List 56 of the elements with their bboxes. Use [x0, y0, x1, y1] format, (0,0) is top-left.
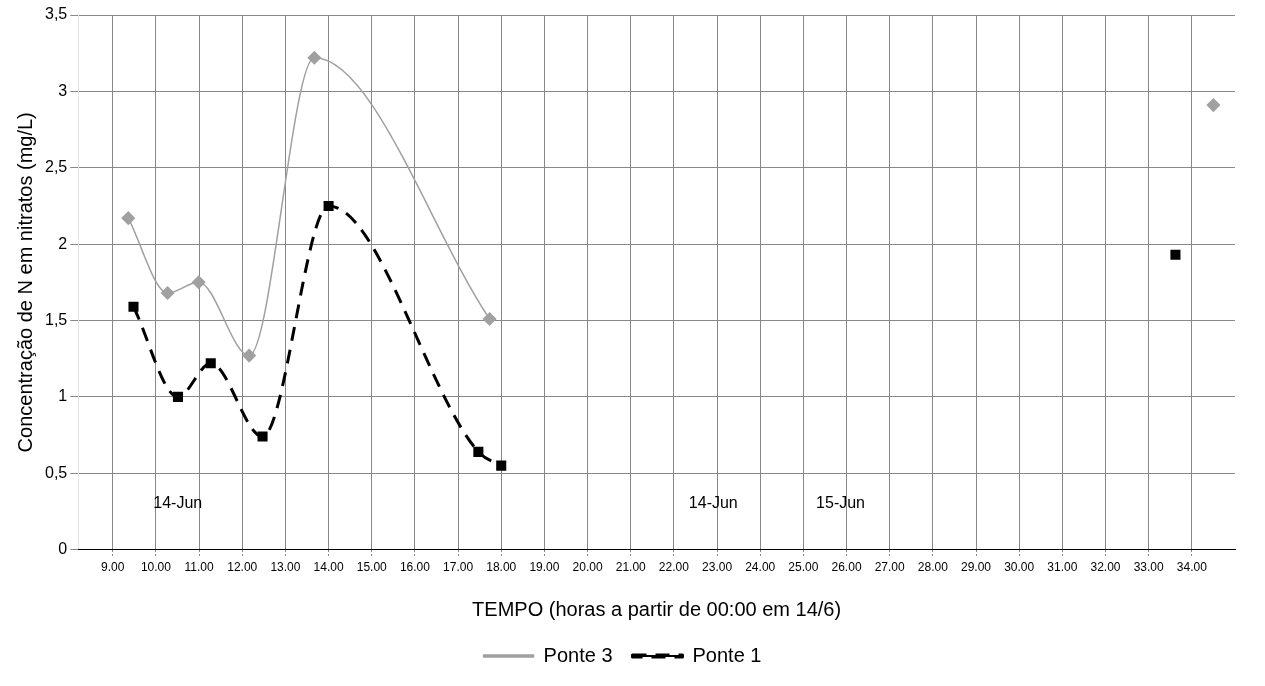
- x-tick-label: 18.00: [486, 560, 517, 575]
- point: [191, 275, 206, 290]
- point: [307, 51, 322, 65]
- point: [121, 211, 136, 225]
- y-tick-label: 1: [58, 387, 68, 405]
- y-tick-label: 3: [58, 81, 68, 99]
- x-axis-title: TEMPO (horas a partir de 00:00 em 14/6): [472, 597, 842, 620]
- x-tick-label: 25.00: [788, 560, 819, 575]
- x-tick-label: 22.00: [658, 560, 690, 575]
- x-tick-label: 11.00: [184, 560, 214, 575]
- y-tick-label: 1,5: [44, 310, 68, 328]
- point: [128, 301, 139, 312]
- x-tick-label: 12.00: [227, 560, 258, 575]
- point: [242, 348, 256, 363]
- y-tick-label: 0: [58, 540, 68, 558]
- x-tick-label: 27.00: [874, 560, 906, 575]
- x-tick-label: 26.00: [831, 560, 862, 575]
- point: [473, 446, 484, 457]
- annotation: 15-Jun: [816, 494, 866, 512]
- y-tick-label: 2: [58, 234, 68, 252]
- point: [482, 312, 497, 326]
- y-axis-title: Concentração de N em nitratos (mg/L): [13, 112, 36, 453]
- x-tick-label: 9.00: [101, 560, 125, 575]
- x-tick-label: 16.00: [399, 560, 431, 575]
- x-tick-label: 15.00: [356, 560, 388, 575]
- annotation: 14-Jun: [153, 494, 203, 512]
- x-tick-label: 20.00: [572, 560, 603, 575]
- x-tick-label: 13.00: [270, 560, 301, 575]
- x-tick-label: 23.00: [702, 560, 733, 575]
- x-tick-label: 30.00: [1004, 560, 1035, 575]
- x-tick-label: 32.00: [1090, 560, 1121, 575]
- point: [1170, 249, 1181, 260]
- point: [496, 460, 507, 471]
- x-tick-label: 24.00: [745, 560, 776, 575]
- x-tick-label: 10.00: [140, 560, 172, 575]
- y-tick-label: 3,5: [44, 5, 68, 23]
- x-tick-label: 34.00: [1176, 560, 1208, 575]
- y-tick-label: 2,5: [44, 158, 68, 176]
- legend-label: Ponte 1: [692, 643, 762, 666]
- x-tick-label: 21.00: [615, 560, 647, 575]
- x-tick-label: 17.00: [443, 560, 474, 575]
- point: [160, 286, 175, 300]
- point: [323, 200, 334, 211]
- x-tick-label: 33.00: [1133, 560, 1165, 575]
- annotation: 14-Jun: [688, 494, 738, 512]
- x-tick-label: 19.00: [529, 560, 560, 575]
- x-tick-label: 28.00: [917, 560, 949, 575]
- point: [1206, 98, 1221, 112]
- x-tick-label: 14.00: [313, 560, 344, 575]
- x-tick-label: 29.00: [961, 560, 992, 575]
- point: [205, 358, 216, 369]
- legend-label: Ponte 3: [543, 643, 613, 666]
- point: [172, 391, 183, 402]
- x-tick-label: 31.00: [1047, 560, 1078, 575]
- y-tick-label: 0,5: [44, 463, 68, 481]
- point: [257, 431, 268, 442]
